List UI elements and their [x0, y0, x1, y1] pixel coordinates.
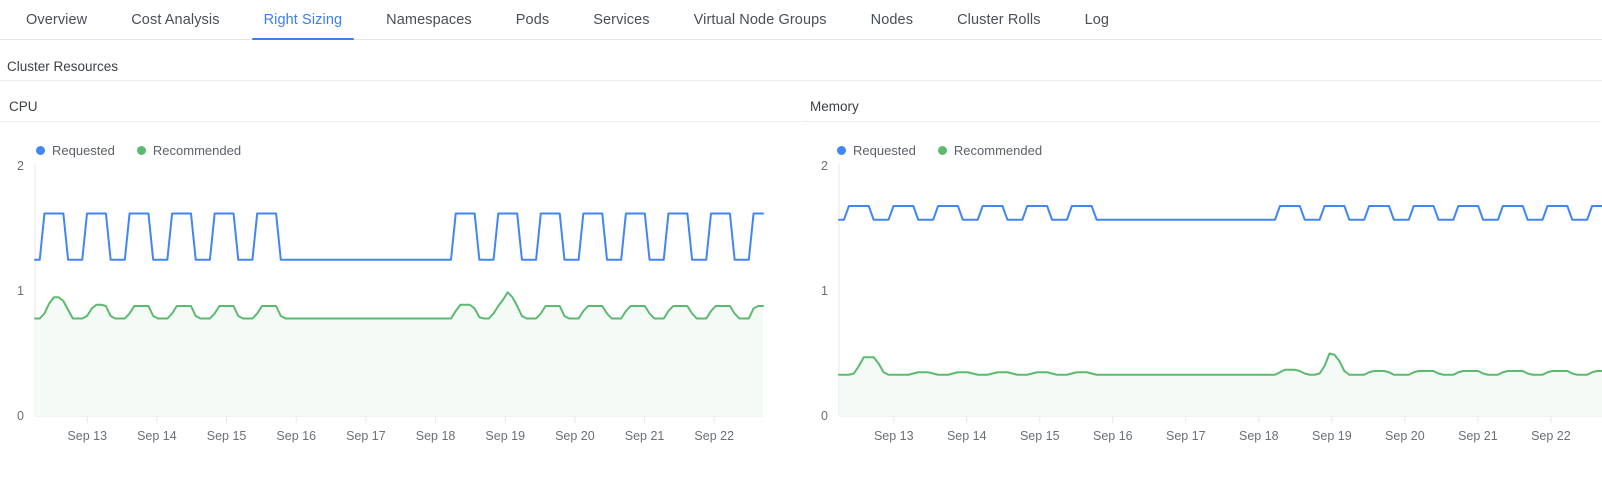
x-axis-tick-label: Sep 13 — [874, 429, 914, 443]
memory-legend: Requested Recommended — [801, 122, 1602, 158]
tab-label: Overview — [26, 11, 88, 28]
tab-label: Cost Analysis — [131, 11, 220, 28]
x-axis-tick-label: Sep 20 — [1385, 429, 1425, 443]
series-area-recommended — [839, 353, 1602, 416]
x-axis-tick-label: Sep 20 — [555, 429, 595, 443]
series-area-recommended — [35, 292, 763, 416]
memory-chart-panel: Memory Requested Recommended 0 1 2 Sep 13 Se… — [801, 99, 1602, 448]
y-axis-tick-label: 0 — [821, 409, 828, 423]
tab-cluster-rolls[interactable]: Cluster Rolls — [935, 0, 1063, 39]
legend-label-recommended: Recommended — [953, 143, 1043, 158]
x-axis-tick-label: Sep 18 — [416, 429, 456, 443]
series-line-recommended — [838, 352, 1602, 376]
cpu-plot-svg: 0 1 2 Sep 13 Sep 14 Sep 15 Sep 16 Sep 17 Sep 18 S… — [17, 159, 764, 443]
y-axis-tick-label: 1 — [821, 284, 828, 298]
x-axis-tick-label: Sep 22 — [694, 429, 734, 443]
y-axis-tick-label: 0 — [17, 409, 24, 423]
tab-nodes[interactable]: Nodes — [849, 0, 935, 39]
tab-label: Services — [593, 11, 650, 28]
tab-overview[interactable]: Overview — [4, 0, 109, 39]
x-axis-tick-label: Sep 15 — [207, 429, 247, 443]
series-line-recommended — [34, 291, 764, 320]
tab-virtual-node-groups[interactable]: Virtual Node Groups — [672, 0, 849, 39]
x-axis-tick-label: Sep 21 — [625, 429, 665, 443]
legend-dot-recommended-icon — [937, 146, 947, 155]
section-title: Cluster Resources — [7, 59, 119, 74]
legend-item-requested[interactable]: Requested — [837, 143, 916, 158]
cpu-legend: Requested Recommended — [0, 122, 801, 158]
legend-dot-recommended-icon — [136, 146, 146, 155]
legend-item-recommended[interactable]: Recommended — [136, 143, 242, 158]
y-axis-tick-label: 1 — [17, 284, 24, 298]
memory-plot-area: 0 1 2 Sep 13 Sep 14 Sep 15 Sep 16 Sep 17 Sep 18 S… — [801, 158, 1602, 448]
legend-label-requested: Requested — [853, 143, 916, 158]
cpu-panel-title: CPU — [0, 99, 800, 122]
legend-item-requested[interactable]: Requested — [36, 143, 115, 158]
tab-services[interactable]: Services — [571, 0, 671, 39]
legend-dot-requested-icon — [837, 146, 846, 155]
memory-plot-svg: 0 1 2 Sep 13 Sep 14 Sep 15 Sep 16 Sep 17 Sep 18 S… — [821, 159, 1602, 443]
tab-label: Nodes — [870, 11, 914, 28]
series-line-requested — [838, 205, 1602, 221]
legend-dot-requested-icon — [36, 146, 45, 155]
y-axis-tick-label: 2 — [821, 159, 828, 173]
tab-namespaces[interactable]: Namespaces — [364, 0, 494, 39]
cpu-chart-panel: CPU Requested Recommended 0 1 2 Sep 13 Sep 1… — [0, 99, 801, 448]
tab-pods[interactable]: Pods — [494, 0, 571, 39]
cpu-plot-area: 0 1 2 Sep 13 Sep 14 Sep 15 Sep 16 Sep 17 Sep 18 S… — [0, 158, 801, 448]
tab-log[interactable]: Log — [1063, 0, 1132, 39]
tab-label: Cluster Rolls — [957, 11, 1041, 28]
tab-label: Virtual Node Groups — [693, 11, 827, 28]
x-axis-tick-label: Sep 15 — [1020, 429, 1060, 443]
tab-label: Log — [1084, 11, 1110, 28]
x-axis-tick-label: Sep 21 — [1458, 429, 1498, 443]
x-axis-tick-label: Sep 19 — [1312, 429, 1352, 443]
tab-label: Right Sizing — [263, 11, 343, 28]
series-line-requested — [34, 212, 764, 261]
main-tab-bar: Overview Cost Analysis Right Sizing Name… — [0, 0, 1602, 40]
tab-label: Namespaces — [386, 11, 472, 28]
memory-panel-title: Memory — [801, 99, 1601, 122]
x-axis-tick-label: Sep 16 — [276, 429, 316, 443]
x-axis-tick-label: Sep 17 — [1166, 429, 1206, 443]
x-axis-tick-label: Sep 18 — [1239, 429, 1279, 443]
x-axis-tick-label: Sep 14 — [947, 429, 987, 443]
tab-cost-analysis[interactable]: Cost Analysis — [109, 0, 241, 39]
legend-item-recommended[interactable]: Recommended — [937, 143, 1043, 158]
legend-label-recommended: Recommended — [152, 143, 242, 158]
x-axis-tick-label: Sep 19 — [485, 429, 525, 443]
x-axis-tick-label: Sep 17 — [346, 429, 386, 443]
x-axis-tick-label: Sep 22 — [1531, 429, 1571, 443]
x-axis-tick-label: Sep 14 — [137, 429, 177, 443]
tab-right-sizing[interactable]: Right Sizing — [242, 0, 365, 40]
legend-label-requested: Requested — [52, 143, 115, 158]
tab-label: Pods — [515, 11, 550, 28]
x-axis-tick-label: Sep 16 — [1093, 429, 1133, 443]
cluster-resources-section-header: Cluster Resources — [0, 53, 1602, 81]
charts-row: CPU Requested Recommended 0 1 2 Sep 13 Sep 1… — [0, 81, 1602, 448]
y-axis-tick-label: 2 — [17, 159, 24, 173]
x-axis-tick-label: Sep 13 — [67, 429, 107, 443]
